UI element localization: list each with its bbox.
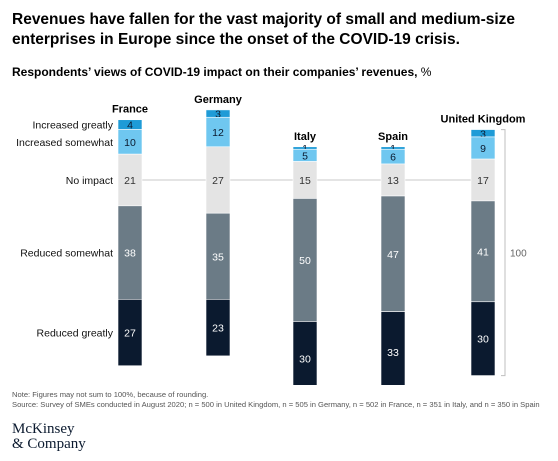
- data-label-germany-reduced-greatly: 23: [212, 323, 224, 335]
- bar-segment-italy-no-impact: [292, 161, 318, 199]
- legend-label-reduced-greatly: Reduced greatly: [37, 328, 114, 340]
- data-label-france-increased-somewhat: 10: [124, 137, 136, 149]
- bar-segment-germany-increased-somewhat: [205, 116, 231, 148]
- chart-title: Revenues have fallen for the vast majori…: [12, 11, 516, 48]
- data-label-spain-reduced-somewhat: 47: [387, 249, 399, 261]
- data-label-italy-increased-somewhat: 5: [302, 150, 308, 162]
- legend-label-reduced-somewhat: Reduced somewhat: [20, 248, 113, 260]
- bar-segment-spain-reduced-somewhat: [380, 195, 406, 312]
- data-label-italy-reduced-greatly: 30: [299, 353, 311, 365]
- category-label-spain: Spain: [378, 131, 408, 143]
- bar-segment-spain-no-impact: [380, 163, 406, 197]
- category-label-germany: Germany: [194, 94, 243, 106]
- bar-segment-germany-no-impact: [205, 146, 231, 214]
- data-label-germany-no-impact: 27: [212, 175, 224, 187]
- category-label-italy: Italy: [294, 131, 317, 143]
- data-label-germany-reduced-somewhat: 35: [212, 251, 224, 263]
- data-label-spain-reduced-greatly: 33: [387, 347, 399, 359]
- data-label-italy-reduced-somewhat: 50: [299, 255, 311, 267]
- category-label-united-kingdom: United Kingdom: [441, 114, 526, 126]
- legend-label-no-impact: No impact: [66, 175, 113, 187]
- source-text: Source: Survey of SMEs conducted in Augu…: [12, 400, 540, 409]
- data-label-germany-increased-somewhat: 12: [212, 127, 224, 139]
- bar-segment-italy-reduced-somewhat: [292, 198, 318, 322]
- logo-line-1: McKinsey: [12, 421, 75, 437]
- data-label-spain-increased-somewhat: 6: [390, 152, 396, 164]
- data-label-france-increased-greatly: 4: [127, 120, 133, 132]
- logo-line-2: & Company: [12, 436, 86, 452]
- data-label-germany-increased-greatly: 3: [215, 109, 221, 121]
- data-label-spain-no-impact: 13: [387, 175, 399, 187]
- bar-segment-united-kingdom-no-impact: [470, 158, 496, 202]
- subtitle-main: Respondents’ views of COVID-19 impact on…: [12, 65, 418, 79]
- data-label-france-reduced-greatly: 27: [124, 328, 136, 340]
- data-label-italy-no-impact: 15: [299, 175, 311, 187]
- bar-segment-france-no-impact: [117, 153, 143, 207]
- subtitle-unit: %: [417, 65, 432, 79]
- chart-notes: Note: Figures may not sum to 100%, becau…: [12, 390, 540, 410]
- data-label-united-kingdom-reduced-somewhat: 41: [477, 246, 489, 258]
- bar-segment-france-reduced-greatly: [117, 299, 143, 367]
- total-bracket: [501, 129, 506, 377]
- bar-segment-germany-reduced-greatly: [205, 299, 231, 357]
- data-label-france-no-impact: 21: [124, 175, 136, 187]
- bar-segment-italy-reduced-greatly: [292, 321, 318, 385]
- bar-segment-united-kingdom-reduced-greatly: [470, 301, 496, 376]
- stacked-bar-chart: 410213827France312273523Germany15155030I…: [16, 94, 527, 385]
- bar-segment-spain-reduced-greatly: [380, 311, 406, 385]
- data-label-united-kingdom-increased-somewhat: 9: [480, 143, 486, 155]
- total-bracket-label: 100: [510, 249, 527, 260]
- note-text: Note: Figures may not sum to 100%, becau…: [12, 390, 209, 399]
- bar-segment-germany-reduced-somewhat: [205, 212, 231, 300]
- mckinsey-logo: McKinsey & Company: [12, 422, 86, 452]
- legend-label-increased-somewhat: Increased somewhat: [16, 137, 113, 149]
- category-label-france: France: [112, 104, 148, 116]
- legend-label-increased-greatly: Increased greatly: [32, 120, 113, 132]
- data-label-france-reduced-somewhat: 38: [124, 248, 136, 260]
- data-label-united-kingdom-increased-greatly: 3: [480, 128, 486, 140]
- bar-segment-united-kingdom-reduced-somewhat: [470, 200, 496, 303]
- chart-subtitle: Respondents’ views of COVID-19 impact on…: [12, 64, 431, 80]
- data-label-united-kingdom-no-impact: 17: [477, 175, 489, 187]
- data-label-united-kingdom-reduced-greatly: 30: [477, 334, 489, 346]
- bar-segment-france-reduced-somewhat: [117, 205, 143, 300]
